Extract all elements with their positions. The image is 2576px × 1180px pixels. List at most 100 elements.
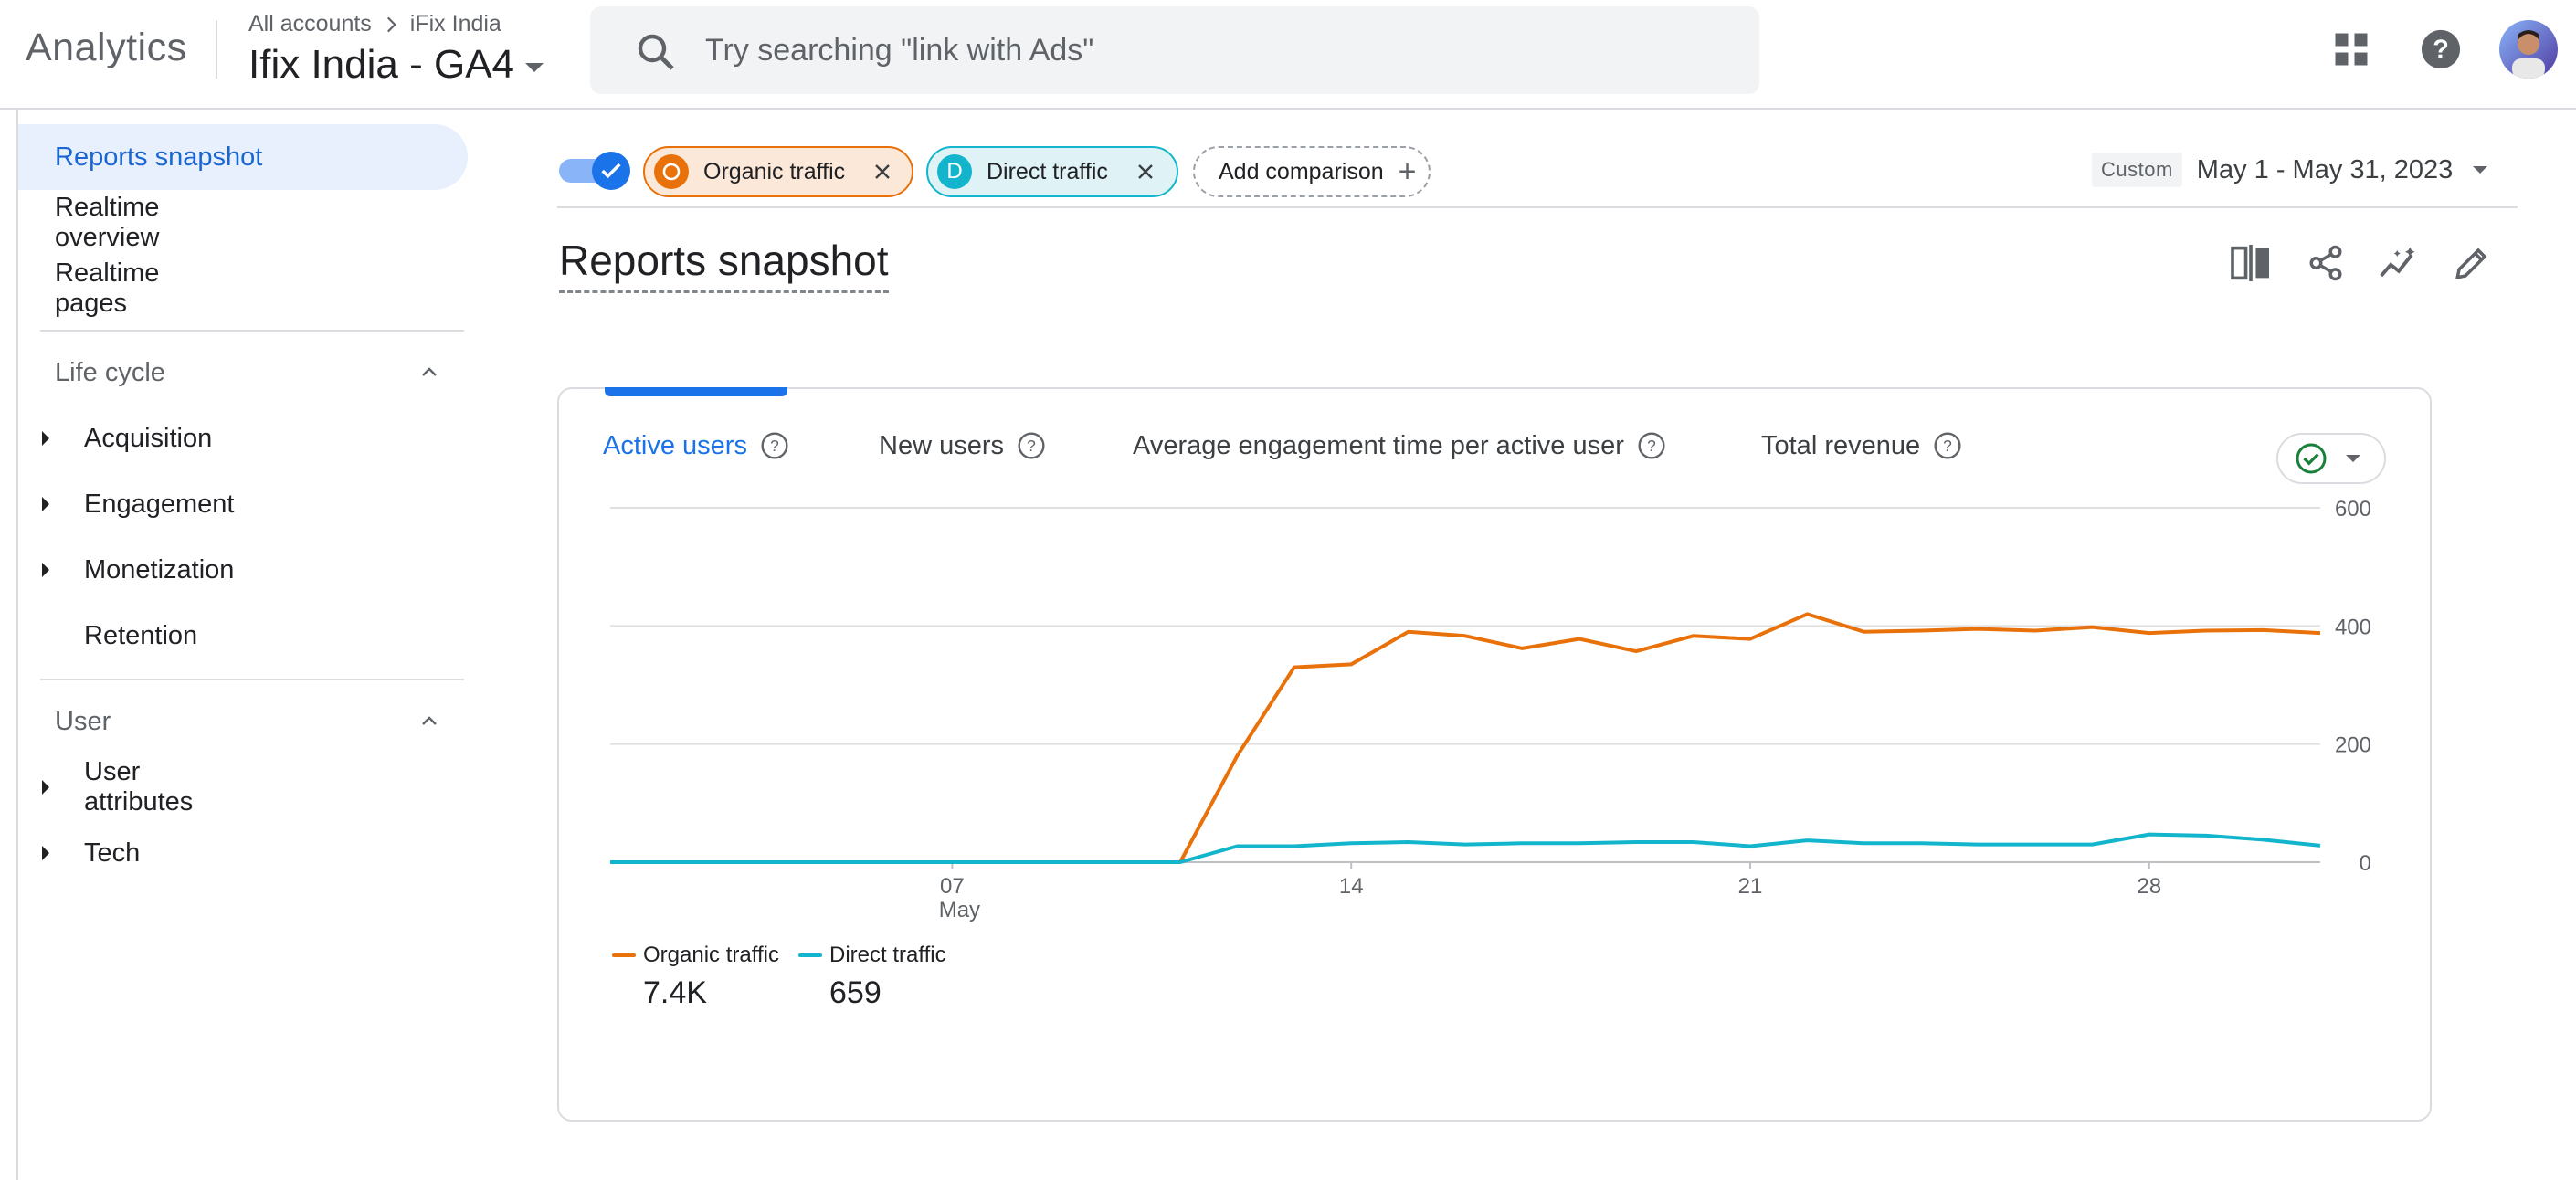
header-divider xyxy=(216,20,217,79)
dropdown-caret-icon xyxy=(2473,166,2488,174)
tab-total-revenue[interactable]: Total revenue ? xyxy=(1761,426,1962,466)
tab-new-users[interactable]: New users ? xyxy=(879,426,1046,466)
tab-avg-engagement-time[interactable]: Average engagement time per active user … xyxy=(1133,426,1666,466)
snapshot-card xyxy=(557,387,2432,1122)
card-options-button[interactable] xyxy=(2276,433,2386,484)
help-outline-icon[interactable]: ? xyxy=(760,431,789,460)
plus-icon: + xyxy=(1398,154,1417,189)
y-tick-label: 400 xyxy=(2335,615,2371,639)
sidebar-item-label: Acquisition xyxy=(84,423,213,453)
comparison-chip-organic[interactable]: Organic traffic xyxy=(643,146,913,197)
close-icon[interactable] xyxy=(869,158,896,185)
page-title[interactable]: Reports snapshot xyxy=(559,236,889,293)
sidebar-item-label: User attributes xyxy=(84,757,194,817)
series-line-direct xyxy=(610,832,2321,864)
x-tick-label: 21 xyxy=(1738,874,1763,899)
breadcrumb[interactable]: All accounts iFix India xyxy=(248,11,501,37)
dropdown-caret-icon xyxy=(525,63,544,72)
chip-label: Organic traffic xyxy=(703,158,846,184)
y-tick-label: 0 xyxy=(2360,851,2371,876)
compare-columns-icon[interactable] xyxy=(2227,239,2275,287)
breadcrumb-account[interactable]: iFix India xyxy=(409,11,501,37)
tab-label: Active users xyxy=(603,430,747,460)
search-bar[interactable] xyxy=(590,6,1759,94)
expand-arrow-icon xyxy=(42,780,49,795)
insights-icon[interactable] xyxy=(2375,239,2423,287)
tab-active-users[interactable]: Active users ? xyxy=(603,426,789,466)
chevron-up-icon xyxy=(422,716,437,725)
y-tick-label: 600 xyxy=(2335,497,2371,522)
legend-organic: Organic traffic xyxy=(612,943,779,968)
sidebar-item-label: Realtime overview xyxy=(55,193,160,252)
help-outline-icon[interactable]: ? xyxy=(1933,431,1962,460)
sidebar-item-label: Monetization xyxy=(84,554,235,585)
add-comparison-label: Add comparison xyxy=(1219,158,1384,184)
comparison-toggle[interactable] xyxy=(557,152,630,190)
sidebar-item-label: Engagement xyxy=(84,489,235,519)
tab-label: Total revenue xyxy=(1761,430,1921,460)
close-icon[interactable] xyxy=(1132,158,1159,185)
svg-text:?: ? xyxy=(770,437,779,455)
legend-swatch xyxy=(798,953,822,957)
segment-badge: D xyxy=(937,154,972,189)
chevron-up-icon xyxy=(422,367,437,376)
active-tab-indicator xyxy=(605,387,787,396)
help-icon[interactable]: ? xyxy=(2417,26,2465,73)
check-icon xyxy=(601,163,621,179)
sidebar-divider xyxy=(40,330,464,332)
legend-swatch xyxy=(612,953,636,957)
svg-text:?: ? xyxy=(1943,437,1952,455)
expand-arrow-icon xyxy=(42,563,49,577)
svg-text:?: ? xyxy=(1647,437,1656,455)
apps-grid-icon[interactable] xyxy=(2328,26,2375,73)
sidebar-divider xyxy=(40,679,464,680)
share-icon[interactable] xyxy=(2302,239,2349,287)
sidebar-item-label: Reports snapshot xyxy=(55,142,263,172)
y-tick-label: 200 xyxy=(2335,733,2371,758)
legend-direct: Direct traffic xyxy=(798,943,946,968)
section-title: Life cycle xyxy=(55,357,165,387)
search-input[interactable] xyxy=(705,26,1710,74)
section-header-life-cycle[interactable]: Life cycle xyxy=(18,340,448,406)
x-tick-label: 14 xyxy=(1339,874,1364,899)
section-header-user[interactable]: User xyxy=(18,689,448,754)
date-range-value: May 1 - May 31, 2023 xyxy=(2196,154,2454,184)
property-selector[interactable]: Ifix India - GA4 xyxy=(248,42,544,88)
comparison-chip-direct[interactable]: D Direct traffic xyxy=(926,146,1178,197)
sidebar-item-label: Retention xyxy=(84,620,198,650)
app-name[interactable]: Analytics xyxy=(26,26,187,69)
date-range-picker[interactable]: Custom May 1 - May 31, 2023 xyxy=(2092,150,2488,190)
series-line-organic xyxy=(610,612,2321,864)
user-avatar-icon xyxy=(2512,30,2545,79)
search-icon xyxy=(638,34,674,70)
expand-arrow-icon xyxy=(42,497,49,511)
tab-label: New users xyxy=(879,430,1004,460)
check-circle-icon xyxy=(2296,443,2327,474)
help-outline-icon[interactable]: ? xyxy=(1637,431,1666,460)
edit-icon[interactable] xyxy=(2448,239,2496,287)
x-tick-sublabel: May xyxy=(939,898,980,922)
segment-circle-icon xyxy=(662,163,681,181)
date-range-badge: Custom xyxy=(2092,153,2182,187)
breadcrumb-root[interactable]: All accounts xyxy=(248,11,372,37)
toggle-knob xyxy=(592,152,630,190)
sidebar-rail xyxy=(0,110,18,1180)
legend-label: Organic traffic xyxy=(643,943,779,967)
x-tick-label: 28 xyxy=(2137,874,2161,899)
legend-total-organic: 7.4K xyxy=(643,975,707,1010)
legend-label: Direct traffic xyxy=(829,943,946,967)
x-tick-label: 07 xyxy=(940,874,965,899)
expand-arrow-icon xyxy=(42,431,49,446)
add-comparison-button[interactable]: Add comparison + xyxy=(1193,146,1431,197)
svg-text:?: ? xyxy=(1027,437,1036,455)
help-outline-icon[interactable]: ? xyxy=(1017,431,1046,460)
avatar[interactable] xyxy=(2499,20,2558,79)
section-title: User xyxy=(55,706,111,736)
svg-text:?: ? xyxy=(2433,36,2449,65)
sidebar-item-reports-snapshot[interactable]: Reports snapshot xyxy=(18,124,468,190)
property-name: Ifix India - GA4 xyxy=(248,42,515,87)
sidebar-item-label: Realtime pages xyxy=(55,258,160,318)
sidebar-item-label: Tech xyxy=(84,838,141,868)
legend-total-direct: 659 xyxy=(829,975,882,1010)
